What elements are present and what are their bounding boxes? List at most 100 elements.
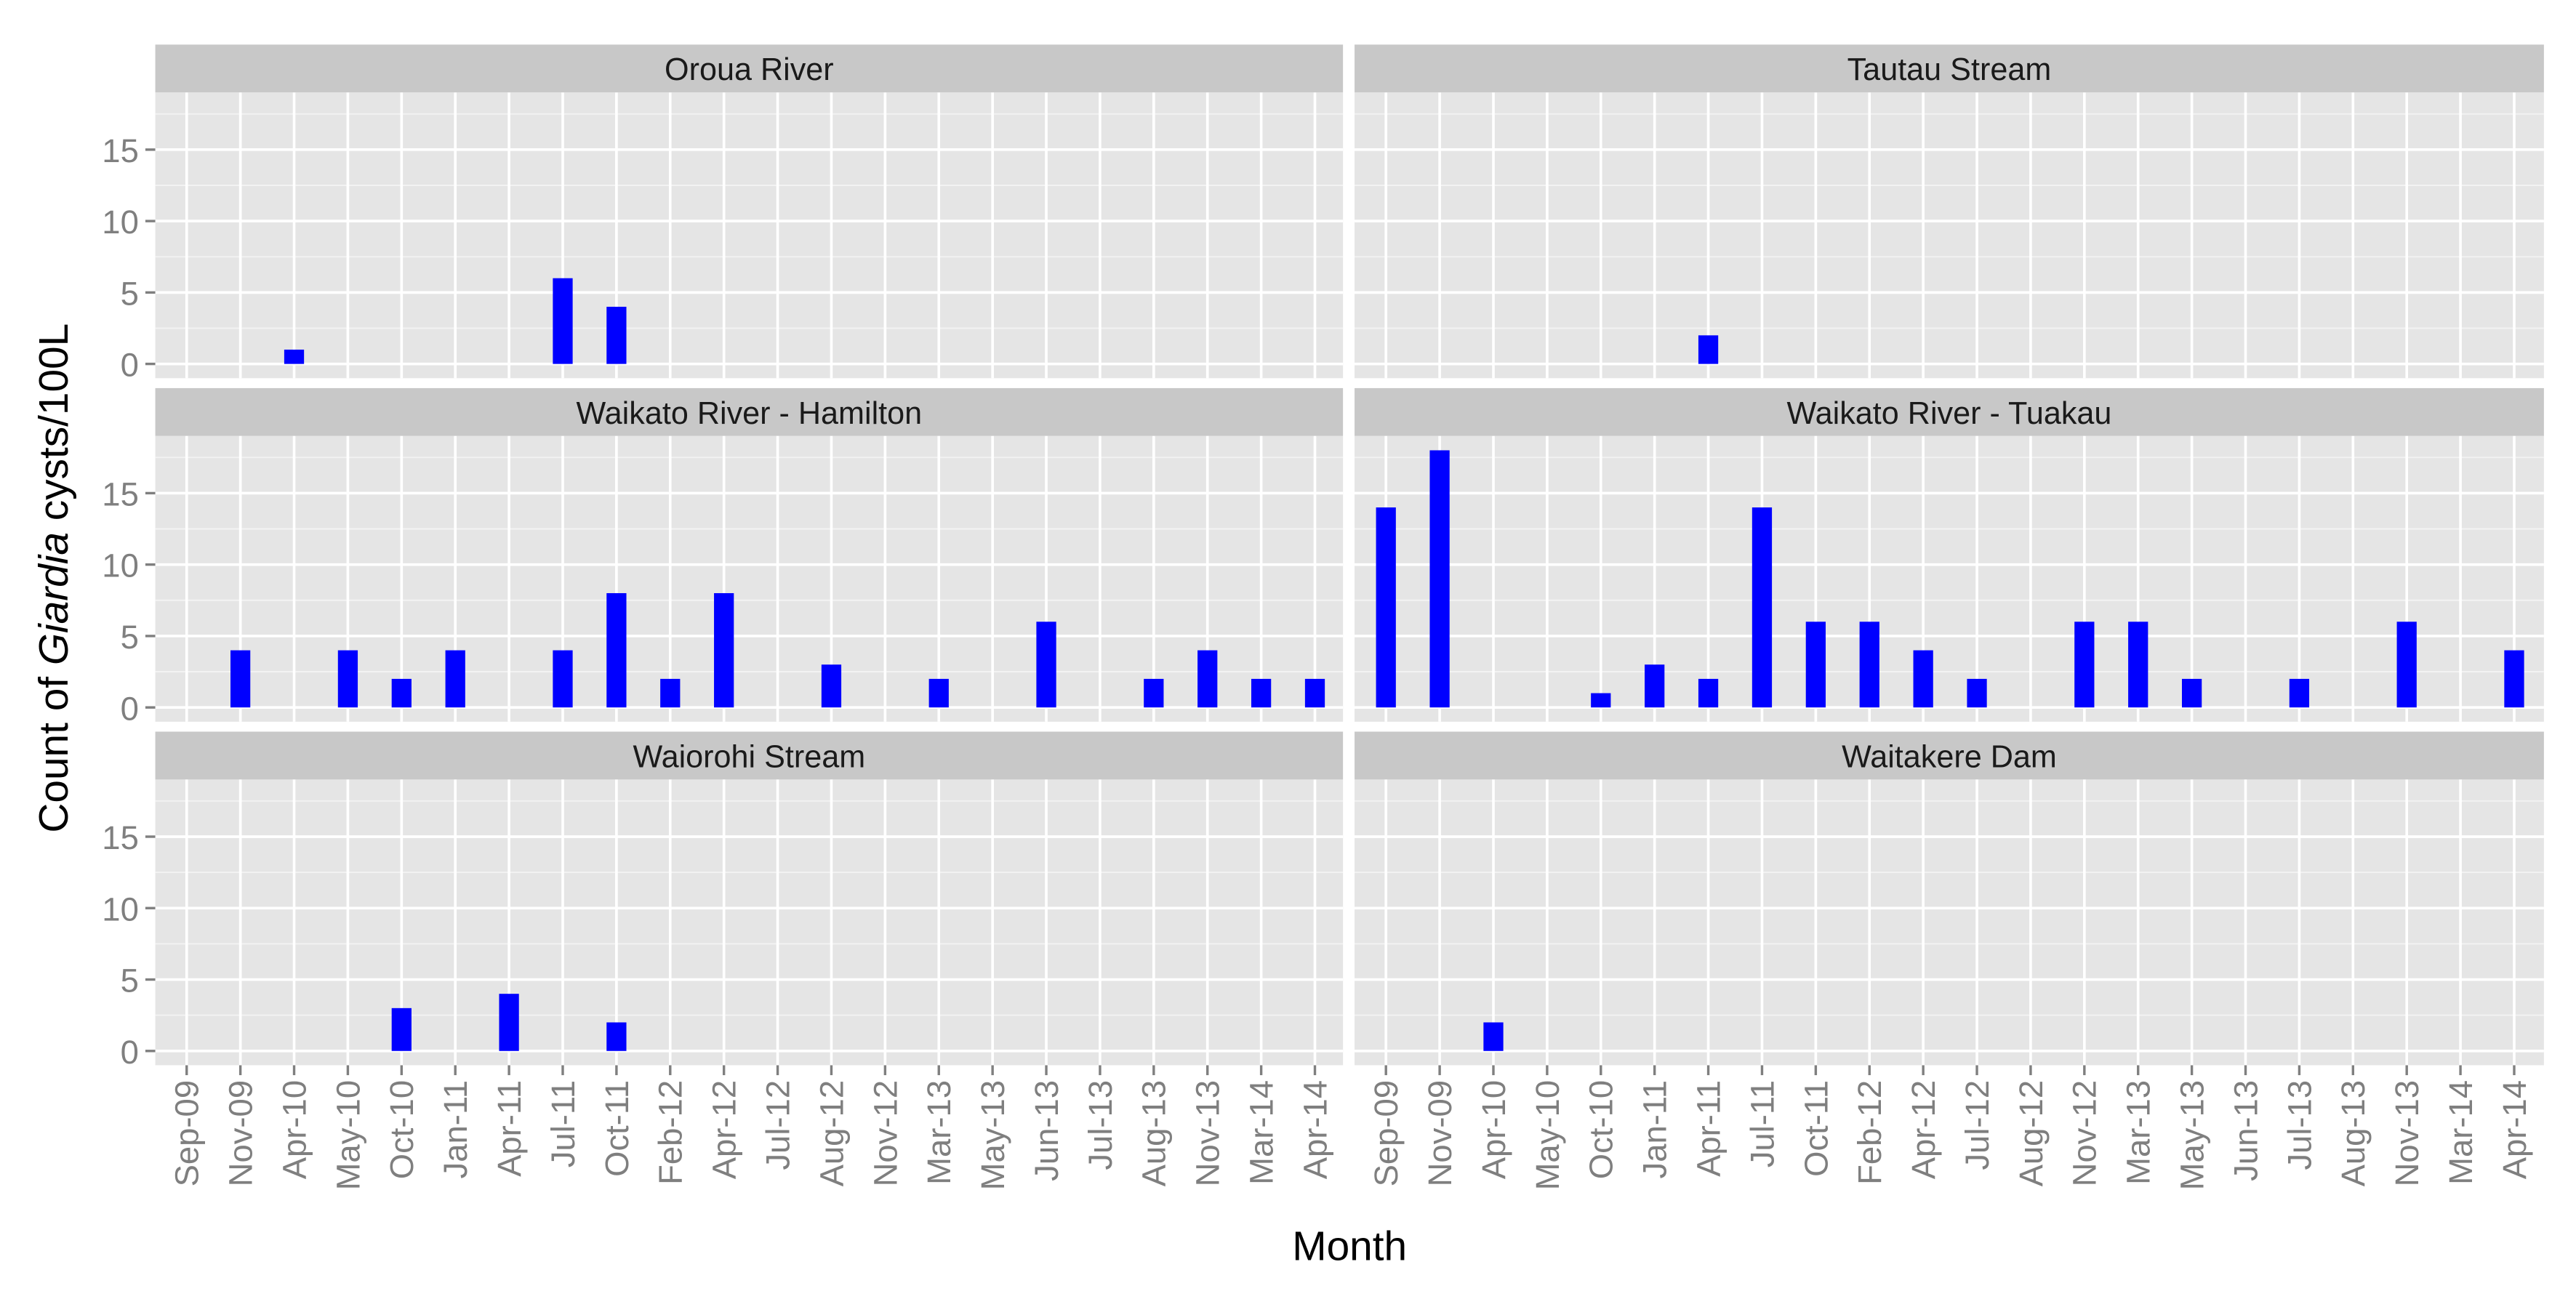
bar (445, 650, 465, 708)
x-tick-label: Sep-09 (1368, 1080, 1405, 1187)
x-tick-label: Apr-12 (1905, 1080, 1942, 1179)
y-tick-label: 0 (121, 1034, 139, 1071)
bar (284, 349, 305, 364)
bar (660, 678, 681, 708)
x-tick-label: Jun-13 (1028, 1080, 1065, 1181)
bar (714, 592, 734, 708)
y-tick-label: 0 (121, 690, 139, 727)
y-tick-label: 15 (102, 475, 139, 512)
bar (391, 678, 412, 708)
y-tick-label: 0 (121, 347, 139, 384)
y-tick-label: 5 (121, 962, 139, 1000)
x-tick-label: Jan-11 (437, 1080, 474, 1179)
panel-background (155, 435, 1344, 722)
bar (2128, 622, 2148, 708)
panel-background (155, 779, 1344, 1066)
x-tick-label: Mar-13 (920, 1080, 958, 1185)
x-tick-label: Jul-13 (1082, 1080, 1119, 1170)
y-tick-label: 15 (102, 819, 139, 856)
y-axis-title-part: Count of (31, 665, 77, 833)
facet-strip (1355, 387, 2544, 436)
facet-strip (1355, 44, 2544, 93)
facet-panel: Tautau Stream (1355, 44, 2544, 379)
x-tick-label: Jul-11 (1744, 1080, 1781, 1167)
x-tick-label: Jan-11 (1637, 1080, 1674, 1179)
bar (1251, 678, 1272, 708)
y-tick-label: 10 (102, 890, 139, 928)
x-tick-label: Aug-13 (2335, 1080, 2372, 1187)
bar (337, 650, 358, 708)
bar (1036, 622, 1056, 708)
bar (606, 1022, 627, 1051)
bar (1752, 507, 1773, 708)
bar (928, 678, 949, 708)
facet-title: Waikato River - Tuakau (1787, 396, 2112, 431)
bar (2504, 650, 2524, 708)
facet-title: Waitakere Dam (1842, 739, 2057, 774)
bar (230, 650, 251, 708)
x-tick-label: Apr-10 (276, 1080, 313, 1179)
x-tick-label: Feb-12 (652, 1080, 689, 1185)
facet-title: Tautau Stream (1847, 52, 2052, 87)
bar (1144, 678, 1164, 708)
facet-title: Oroua River (665, 52, 834, 87)
bar (391, 1008, 412, 1051)
y-tick-label: 5 (121, 275, 139, 312)
bar (2181, 678, 2202, 708)
bar (1913, 650, 1933, 708)
y-axis-title-part: cysts/100L (31, 323, 77, 532)
facet-panel: Waikato River - Hamilton 0 5 10 15 (102, 387, 1344, 727)
y-axis-title: Count of Giardia cysts/100L (31, 323, 77, 833)
x-axis-title: Month (1292, 1224, 1407, 1270)
panel-background (155, 92, 1344, 379)
x-tick-label: Oct-10 (383, 1080, 420, 1179)
y-axis-title-part: Giardia (31, 532, 77, 665)
x-tick-label: Aug-12 (2013, 1080, 2050, 1187)
bar (553, 278, 573, 364)
bar (1591, 693, 1611, 708)
facet-panel: Waiorohi Stream 0 5 10 15 Sep-09 Nov-09 Apr-10 M… (102, 731, 1344, 1191)
facet-strip (1355, 731, 2544, 780)
facet-strip (155, 387, 1344, 436)
facet-panel: Waitakere Dam Sep-09 Nov-09 Apr-10 May-10 Oct… (1355, 731, 2544, 1190)
facet-strip (155, 731, 1344, 780)
x-tick-label: Aug-13 (1136, 1080, 1173, 1187)
bar (1859, 622, 1879, 708)
facet-title: Waiorohi Stream (633, 739, 865, 774)
x-tick-label: Nov-13 (1189, 1080, 1227, 1186)
panel-background (1355, 92, 2544, 379)
x-tick-label: Sep-09 (169, 1080, 206, 1187)
x-tick-label: Aug-12 (813, 1080, 850, 1187)
bar (1805, 622, 1826, 708)
x-tick-label: Apr-11 (491, 1080, 528, 1177)
bar (1483, 1022, 1504, 1051)
x-tick-label: Nov-09 (1421, 1080, 1458, 1186)
x-tick-label: Apr-14 (1296, 1080, 1333, 1179)
x-tick-label: Mar-13 (2120, 1080, 2157, 1185)
x-tick-label: Nov-09 (222, 1080, 260, 1186)
bar (1698, 678, 1719, 708)
bar (2289, 678, 2310, 708)
bar (1645, 664, 1665, 708)
x-tick-label: May-10 (329, 1080, 366, 1191)
x-tick-label: Jun-13 (2227, 1080, 2264, 1181)
x-tick-label: Nov-12 (867, 1080, 904, 1186)
x-tick-label: Jul-12 (1959, 1080, 1996, 1170)
x-tick-label: Oct-10 (1583, 1080, 1620, 1179)
x-tick-label: May-10 (1529, 1080, 1566, 1191)
bar (499, 994, 519, 1051)
bar (821, 664, 842, 708)
x-tick-label: Mar-14 (1243, 1080, 1280, 1185)
facet-panel: Waikato River - Tuakau (1355, 387, 2544, 722)
bar (1304, 678, 1325, 708)
x-tick-label: Oct-11 (598, 1080, 635, 1177)
facet-title: Waikato River - Hamilton (577, 396, 923, 431)
facet-panel: Oroua River 0 5 10 15 (102, 44, 1344, 384)
x-tick-label: May-13 (974, 1080, 1011, 1191)
x-tick-label: Mar-14 (2442, 1080, 2479, 1185)
y-tick-label: 10 (102, 204, 139, 241)
x-tick-label: May-13 (2174, 1080, 2211, 1191)
bar (1698, 335, 1719, 364)
